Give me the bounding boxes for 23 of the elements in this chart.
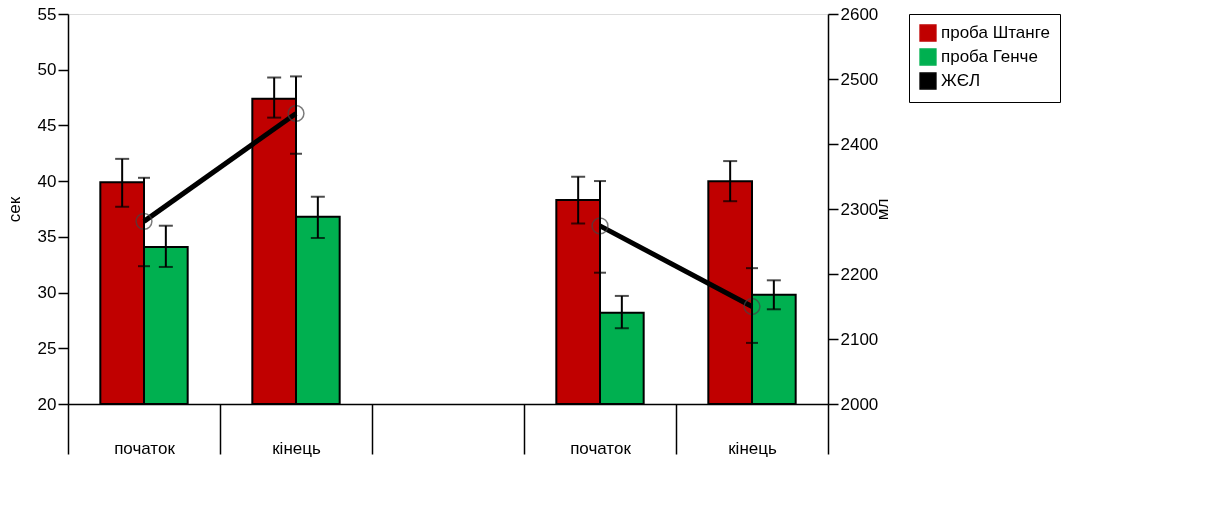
y2-tick-label: 2000 xyxy=(840,394,879,414)
y2-tick-label: 2600 xyxy=(840,4,879,24)
x-tick-label: початок xyxy=(570,438,632,458)
y2-tick-label: 2200 xyxy=(840,264,879,284)
legend-label: проба Штанге xyxy=(941,23,1050,42)
legend-label: ЖЄЛ xyxy=(941,71,981,90)
x-tick-label: кінець xyxy=(272,438,321,458)
y-axis-title: сек xyxy=(4,196,24,223)
x-tick-label: початок xyxy=(114,438,176,458)
legend-label: проба Генче xyxy=(941,47,1038,66)
y2-tick-label: 2100 xyxy=(840,329,879,349)
y2-tick-label: 2400 xyxy=(840,134,879,154)
y-tick-label: 50 xyxy=(37,60,57,80)
y-tick-label: 25 xyxy=(37,338,57,358)
y-tick-label: 55 xyxy=(37,4,57,24)
y-tick-label: 40 xyxy=(37,171,57,191)
x-tick-label: кінець xyxy=(728,438,777,458)
y-tick-label: 35 xyxy=(37,227,57,247)
y2-tick-label: 2300 xyxy=(840,199,879,219)
y2-tick-label: 2500 xyxy=(840,69,879,89)
y-tick-label: 20 xyxy=(37,394,57,414)
y-tick-label: 30 xyxy=(37,283,57,303)
y-tick-label: 45 xyxy=(37,115,57,135)
